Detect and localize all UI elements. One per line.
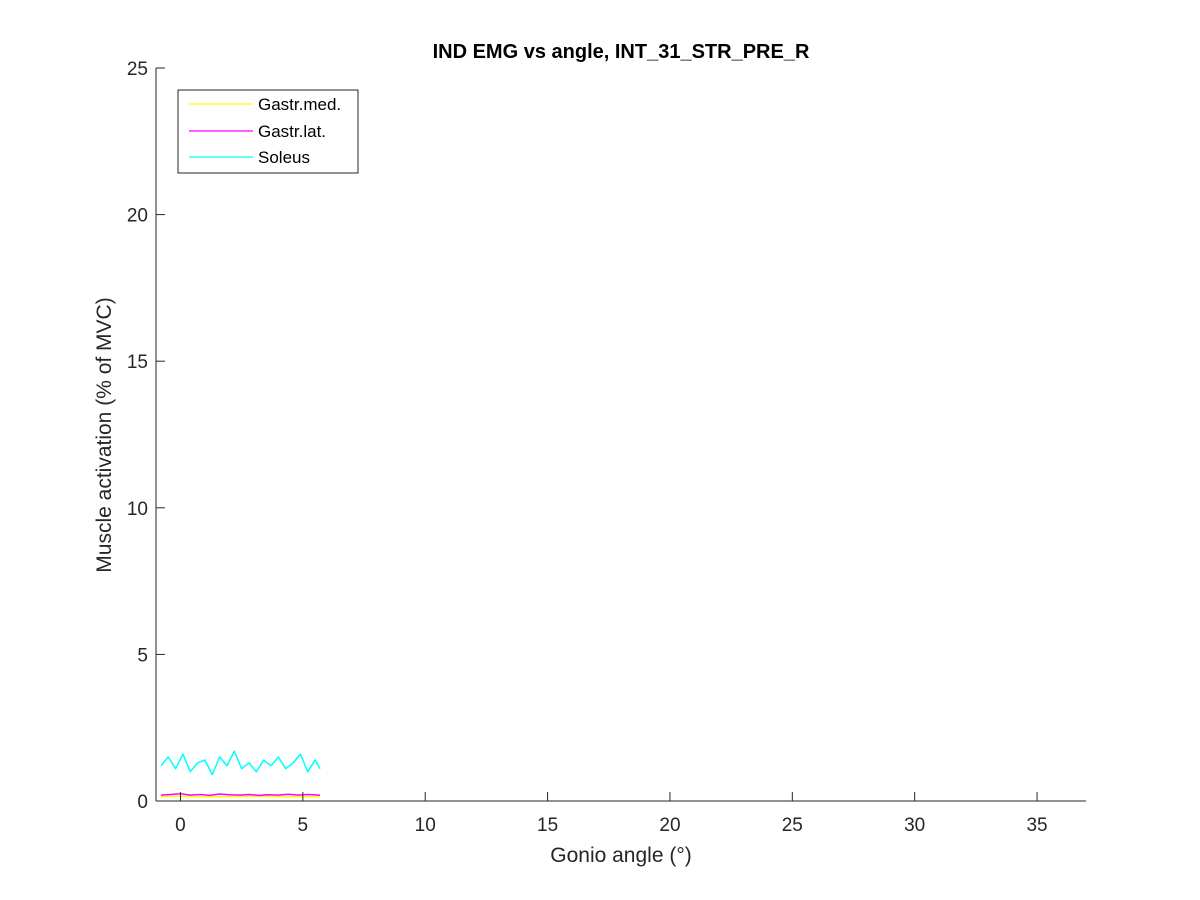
y-ticks: 0 5 10 15 20 25 [127, 59, 165, 813]
x-tick-label: 15 [537, 815, 558, 836]
y-tick-label: 10 [127, 499, 148, 520]
x-tick-label: 30 [904, 815, 925, 836]
y-tick-label: 20 [127, 206, 148, 227]
legend-label-soleus: Soleus [258, 148, 310, 167]
y-axis-label: Muscle activation (% of MVC) [93, 297, 116, 572]
series-line-gastr-med [160, 795, 321, 798]
series-line-soleus [160, 750, 321, 776]
x-tick-label: 20 [659, 815, 680, 836]
x-axis-label: Gonio angle (°) [550, 844, 691, 867]
y-tick-label: 15 [127, 352, 148, 373]
legend-label-gastr-med: Gastr.med. [258, 95, 341, 114]
legend-label-gastr-lat: Gastr.lat. [258, 122, 326, 141]
x-tick-label: 0 [175, 815, 186, 836]
x-tick-label: 25 [782, 815, 803, 836]
chart-title: IND EMG vs angle, INT_31_STR_PRE_R [433, 41, 810, 63]
y-tick-label: 5 [137, 645, 148, 666]
x-ticks: 0 5 10 15 20 25 30 35 [175, 792, 1048, 836]
y-tick-label: 0 [137, 792, 148, 813]
x-tick-label: 10 [415, 815, 436, 836]
legend: Gastr.med. Gastr.lat. Soleus [177, 89, 359, 174]
axes-layer [155, 68, 1086, 802]
y-tick-label: 25 [127, 59, 148, 80]
x-tick-label: 5 [298, 815, 309, 836]
x-tick-label: 35 [1026, 815, 1047, 836]
series-line-gastr-lat [160, 792, 321, 797]
series-layer [160, 750, 321, 798]
plot-area [156, 68, 1086, 801]
